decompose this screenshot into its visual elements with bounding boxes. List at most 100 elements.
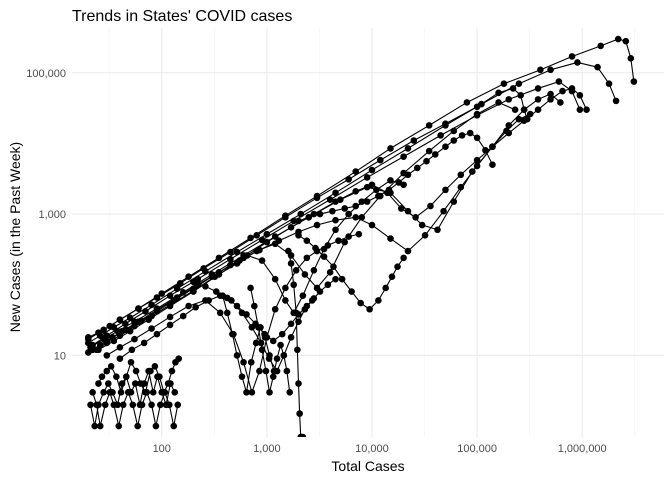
data-point: [253, 232, 260, 239]
data-point: [266, 352, 273, 359]
data-point: [330, 263, 337, 270]
data-point: [171, 389, 179, 396]
data-point: [520, 117, 528, 124]
data-point: [387, 177, 394, 184]
data-point: [559, 87, 566, 95]
data-point: [505, 96, 513, 103]
data-point: [368, 181, 376, 189]
data-point: [87, 401, 94, 409]
data-point: [116, 316, 124, 324]
data-point: [185, 302, 192, 310]
data-point: [240, 358, 247, 366]
data-point: [258, 346, 266, 354]
data-point: [478, 100, 485, 108]
data-point: [450, 137, 458, 144]
data-point: [335, 237, 342, 244]
data-point: [145, 316, 152, 324]
data-point: [313, 221, 321, 229]
data-point: [537, 66, 544, 74]
data-point: [205, 297, 213, 304]
data-point: [310, 295, 318, 302]
data-point: [282, 297, 289, 304]
data-point: [442, 143, 449, 150]
data-point: [98, 373, 106, 380]
data-point: [127, 358, 135, 366]
data-point: [134, 422, 141, 430]
data-point: [414, 164, 421, 172]
data-point: [368, 166, 376, 174]
data-point: [425, 122, 433, 129]
series-7: [89, 110, 534, 354]
series-2: [89, 78, 584, 349]
data-point: [431, 151, 439, 158]
data-point: [286, 389, 294, 396]
data-point: [278, 330, 286, 338]
data-point: [511, 106, 519, 114]
data-point: [136, 401, 144, 409]
data-point: [547, 96, 554, 103]
series-line: [92, 113, 531, 351]
data-point: [316, 210, 324, 218]
data-point: [151, 363, 159, 370]
data-point: [219, 292, 226, 299]
data-point: [135, 305, 142, 312]
data-point: [568, 85, 576, 92]
data-point: [101, 401, 109, 409]
data-point: [95, 401, 102, 409]
data-point: [375, 192, 382, 200]
data-point: [627, 55, 635, 62]
data-point: [345, 210, 352, 218]
data-point: [233, 302, 241, 310]
data-series-group: [84, 35, 638, 437]
data-point: [292, 309, 300, 317]
data-point: [154, 373, 161, 380]
data-point: [140, 339, 148, 347]
data-point: [534, 106, 542, 114]
data-point: [574, 59, 581, 66]
data-point: [457, 171, 465, 179]
data-point: [292, 267, 300, 274]
data-point: [520, 106, 528, 114]
data-point: [352, 168, 359, 175]
data-point: [394, 263, 401, 270]
data-point: [332, 275, 339, 283]
data-point: [473, 156, 481, 164]
data-point: [251, 302, 258, 310]
data-point: [273, 355, 281, 362]
data-point: [466, 129, 474, 137]
data-point: [103, 337, 111, 345]
data-point: [505, 129, 513, 137]
data-point: [458, 132, 466, 139]
data-point: [418, 221, 426, 229]
data-point: [148, 325, 155, 332]
data-point: [355, 230, 363, 238]
data-point: [338, 275, 346, 283]
data-point: [382, 284, 389, 292]
data-point: [166, 302, 174, 310]
data-point: [216, 309, 224, 317]
data-point: [149, 389, 157, 396]
data-point: [329, 207, 336, 215]
data-point: [515, 115, 523, 123]
data-point: [118, 327, 126, 335]
data-point: [410, 137, 418, 144]
series-line: [87, 61, 617, 344]
data-point: [341, 238, 348, 246]
data-point: [303, 302, 311, 310]
data-point: [622, 37, 630, 45]
data-point: [132, 367, 140, 375]
data-point: [345, 176, 352, 183]
data-point: [287, 223, 295, 231]
data-point: [233, 352, 241, 359]
data-point: [158, 389, 166, 396]
data-point: [166, 313, 174, 321]
y-axis-tick-labels: 10 1,000 100,000: [26, 68, 66, 363]
data-point: [162, 401, 170, 409]
data-point: [404, 247, 412, 255]
series-line: [287, 250, 303, 437]
data-point: [89, 389, 96, 396]
data-point: [326, 196, 334, 203]
data-point: [128, 346, 136, 354]
data-point: [118, 380, 126, 387]
data-point: [303, 237, 311, 244]
